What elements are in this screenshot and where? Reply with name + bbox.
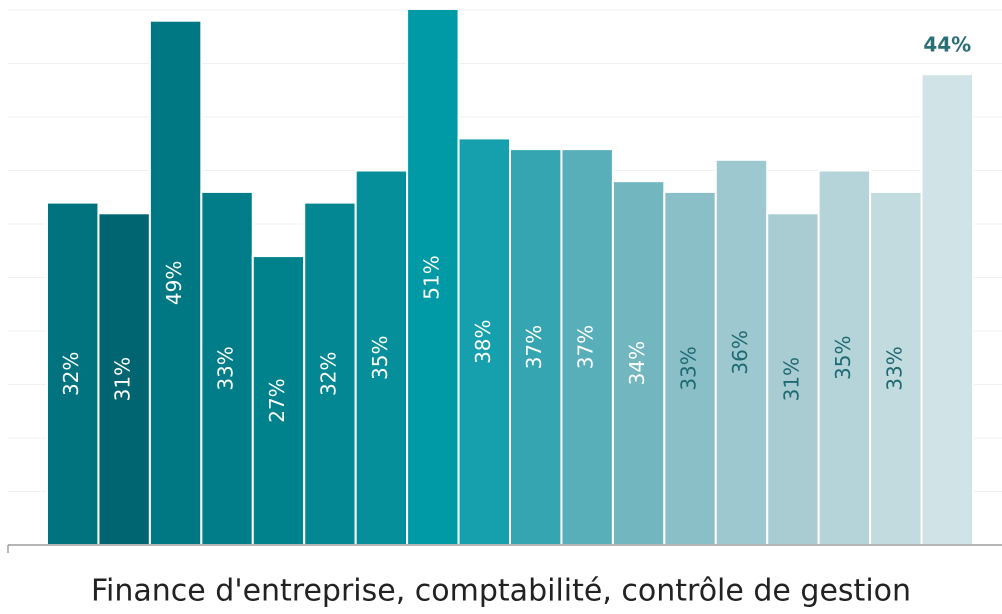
value-label: 51% xyxy=(419,255,443,299)
bar xyxy=(200,190,254,546)
value-label: 37% xyxy=(522,325,546,369)
bars xyxy=(46,10,974,547)
value-label: 32% xyxy=(316,352,340,396)
bar xyxy=(766,212,820,547)
bar xyxy=(663,190,717,546)
value-label: 33% xyxy=(214,346,238,390)
bar xyxy=(97,212,151,547)
value-label: 37% xyxy=(574,325,598,369)
x-axis-label: Finance d'entreprise, comptabilité, cont… xyxy=(91,574,911,609)
bar xyxy=(611,180,666,546)
value-label: 31% xyxy=(779,357,803,401)
value-label: 44% xyxy=(923,33,971,57)
bar xyxy=(714,158,769,547)
bar xyxy=(251,255,306,546)
value-label: 31% xyxy=(111,357,135,401)
bar xyxy=(303,201,357,546)
bar xyxy=(920,73,974,546)
bar xyxy=(46,201,100,546)
value-label: 33% xyxy=(677,346,701,390)
value-label: 32% xyxy=(59,352,83,396)
bar xyxy=(817,169,872,546)
value-label: 33% xyxy=(882,346,906,390)
value-label: 38% xyxy=(471,319,495,363)
value-label: 34% xyxy=(625,341,649,385)
value-label: 36% xyxy=(728,330,752,374)
bar xyxy=(509,148,563,546)
bar xyxy=(457,137,511,546)
value-label: 35% xyxy=(368,336,392,380)
value-label: 49% xyxy=(162,261,186,305)
value-label: 27% xyxy=(265,378,289,422)
value-label: 35% xyxy=(831,336,855,380)
bar xyxy=(354,169,409,546)
